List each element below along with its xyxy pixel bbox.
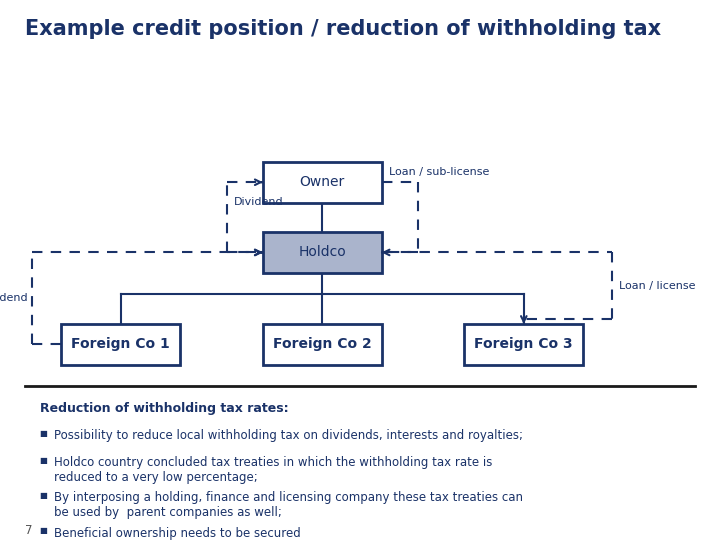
Text: ■: ■ (40, 429, 48, 438)
Text: ■: ■ (40, 526, 48, 536)
Text: Dividend: Dividend (0, 293, 29, 303)
Text: Example credit position / reduction of withholding tax: Example credit position / reduction of w… (25, 19, 662, 39)
Text: ■: ■ (40, 456, 48, 465)
FancyBboxPatch shape (263, 162, 382, 202)
Text: Loan / license: Loan / license (619, 280, 696, 291)
FancyBboxPatch shape (61, 324, 180, 365)
Text: Dividend: Dividend (234, 197, 284, 206)
Text: Foreign Co 3: Foreign Co 3 (474, 338, 573, 351)
Text: 7: 7 (25, 524, 32, 537)
Text: Reduction of withholding tax rates:: Reduction of withholding tax rates: (40, 402, 288, 415)
Text: Foreign Co 1: Foreign Co 1 (71, 338, 170, 351)
Text: Beneficial ownership needs to be secured: Beneficial ownership needs to be secured (54, 526, 301, 539)
Text: Holdco: Holdco (298, 246, 346, 259)
FancyBboxPatch shape (263, 232, 382, 273)
FancyBboxPatch shape (464, 324, 583, 365)
Text: By interposing a holding, finance and licensing company these tax treaties can
b: By interposing a holding, finance and li… (54, 491, 523, 519)
FancyBboxPatch shape (263, 324, 382, 365)
Text: Foreign Co 2: Foreign Co 2 (273, 338, 372, 351)
Text: Holdco country concluded tax treaties in which the withholding tax rate is
reduc: Holdco country concluded tax treaties in… (54, 456, 492, 484)
Text: Owner: Owner (300, 176, 345, 189)
Text: ■: ■ (40, 491, 48, 501)
Text: Possibility to reduce local withholding tax on dividends, interests and royaltie: Possibility to reduce local withholding … (54, 429, 523, 442)
Text: Loan / sub-license: Loan / sub-license (389, 167, 489, 177)
